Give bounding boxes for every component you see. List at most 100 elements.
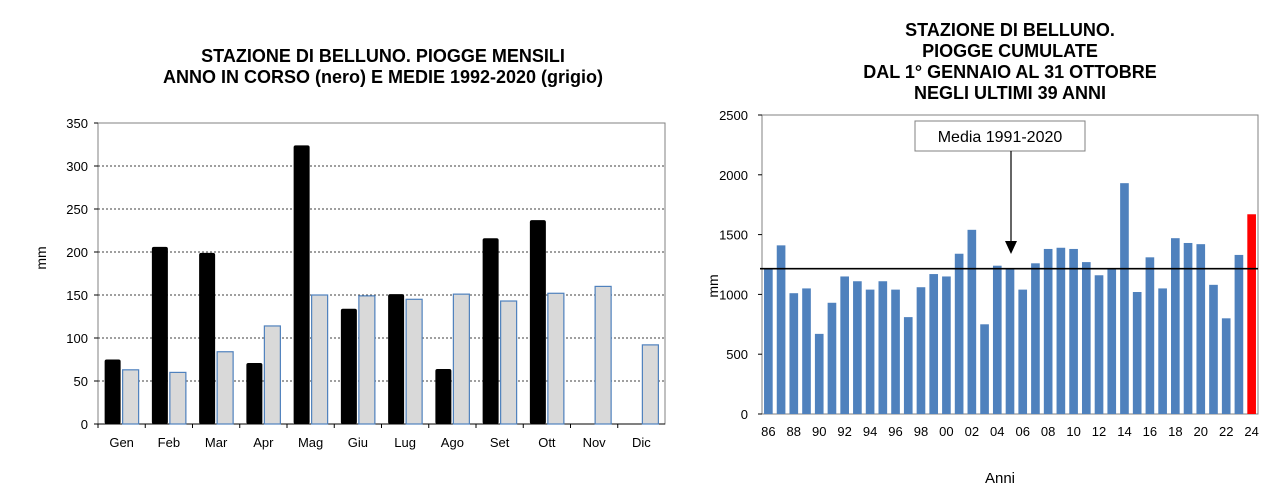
chart2-x-tick-label: 88 bbox=[787, 424, 801, 439]
chart1-bar-average bbox=[263, 325, 281, 425]
chart1-bar-average bbox=[405, 298, 423, 425]
chart2-bar-year bbox=[776, 245, 786, 414]
chart2-bar-year bbox=[1018, 289, 1028, 414]
chart2-bar-year bbox=[929, 274, 939, 414]
chart2-x-tick-label: 14 bbox=[1117, 424, 1131, 439]
chart2-x-tick-label: 24 bbox=[1244, 424, 1258, 439]
chart2-x-tick-label: 98 bbox=[914, 424, 928, 439]
chart2-annotation-box bbox=[914, 120, 1086, 152]
chart2-x-tick-label: 20 bbox=[1194, 424, 1208, 439]
chart2-bar-year bbox=[1209, 284, 1218, 414]
chart1-bar-average bbox=[122, 369, 140, 425]
chart1-y-tick-label: 0 bbox=[81, 417, 88, 432]
chart1-y-tick-label: 200 bbox=[66, 245, 88, 260]
chart2-title-line1: STAZIONE DI BELLUNO. bbox=[905, 20, 1115, 40]
chart2-x-tick-label: 90 bbox=[812, 424, 826, 439]
chart2-bar-year bbox=[980, 324, 989, 414]
chart1-plot: 0 50 100 150 200 250 300 350 Gen Feb Mar Apr Mag Giu L… bbox=[66, 116, 666, 450]
chart1-x-tick-label: Lug bbox=[394, 435, 416, 450]
chart2-bar-year bbox=[789, 293, 799, 414]
chart2-title-line3: DAL 1° GENNAIO AL 31 OTTOBRE bbox=[863, 62, 1157, 82]
chart2-x-tick-label: 18 bbox=[1168, 424, 1182, 439]
chart2-x-tick-label: 06 bbox=[1015, 424, 1029, 439]
chart2-bar-year bbox=[865, 289, 875, 414]
chart2-bar-year bbox=[814, 333, 824, 414]
chart2-y-tick-label: 500 bbox=[726, 347, 748, 362]
chart1-x-tick-label: Set bbox=[490, 435, 510, 450]
chart2-bar-year bbox=[967, 229, 977, 414]
chart2-bar-year bbox=[954, 253, 964, 414]
chart1-y-tick-label: 350 bbox=[66, 116, 88, 131]
chart2-x-tick-label: 22 bbox=[1219, 424, 1233, 439]
chart2-y-tick-label: 1000 bbox=[719, 287, 748, 302]
chart2-bar-year bbox=[1145, 257, 1155, 414]
chart2-x-tick-label: 02 bbox=[965, 424, 979, 439]
chart2-x-axis-label: Anni bbox=[984, 470, 1016, 487]
chart1-title-line1: STAZIONE DI BELLUNO. PIOGGE MENSILI bbox=[201, 46, 565, 66]
chart2-bar-year bbox=[1196, 244, 1206, 414]
chart2-bar-year bbox=[1081, 262, 1091, 414]
chart2-bar-year bbox=[1120, 183, 1129, 414]
chart2-bar-year bbox=[992, 265, 1002, 414]
chart2-x-tick-label: 92 bbox=[837, 424, 851, 439]
chart1-bar-average bbox=[500, 300, 518, 425]
chart1-y-tick-label: 300 bbox=[66, 159, 88, 174]
chart1-title-line2: ANNO IN CORSO (nero) E MEDIE 1992-2020 (… bbox=[162, 67, 604, 87]
chart2-x-tick-label: 96 bbox=[888, 424, 902, 439]
chart2-x-tick-label: 04 bbox=[990, 424, 1004, 439]
chart2-bar-year bbox=[942, 276, 951, 414]
chart2-bar-year bbox=[878, 281, 888, 414]
chart1-bar-current-year bbox=[104, 359, 121, 424]
chart1-bar-average bbox=[452, 293, 470, 425]
chart1-bar-average bbox=[547, 292, 565, 425]
chart1-bar-current-year bbox=[293, 145, 310, 425]
chart2-title: STAZIONE DI BELLUNO. PIOGGE CUMULATE DAL… bbox=[760, 20, 1260, 104]
chart2-title-line4: NEGLI ULTIMI 39 ANNI bbox=[913, 83, 1106, 103]
chart2-y-tick-label: 0 bbox=[741, 407, 748, 422]
chart1-y-tick-label: 50 bbox=[74, 374, 88, 389]
chart2-x-tick-label: 08 bbox=[1041, 424, 1055, 439]
chart2-x-tick-label: 86 bbox=[761, 424, 775, 439]
chart2-bar-year bbox=[1094, 275, 1104, 414]
chart2-bar-year bbox=[827, 302, 837, 414]
chart1-y-tick-label: 150 bbox=[66, 288, 88, 303]
chart1-x-tick-label: Mar bbox=[205, 435, 228, 450]
chart2-bar-year bbox=[1247, 214, 1256, 414]
chart2-bar-year bbox=[903, 317, 913, 414]
chart2-bar-year bbox=[1107, 268, 1117, 414]
chart1-bar-current-year bbox=[482, 238, 499, 424]
chart2-bar-year bbox=[916, 287, 926, 414]
chart1-bar-average bbox=[358, 295, 376, 425]
chart2-x-tick-label: 10 bbox=[1066, 424, 1080, 439]
chart1-title: STAZIONE DI BELLUNO. PIOGGE MENSILI ANNO… bbox=[100, 46, 666, 88]
chart2-bar-year bbox=[1171, 238, 1180, 414]
chart2-bar-year bbox=[1221, 318, 1231, 414]
chart2-x-tick-label: 94 bbox=[863, 424, 877, 439]
chart2-plot: 0 500 1000 1500 2000 2500 86 88 90 92 94 96 98 00 02 04… bbox=[719, 108, 1259, 439]
chart2-bar-year bbox=[1056, 247, 1066, 414]
chart2-y-tick-label: 1500 bbox=[719, 228, 748, 243]
chart1-bar-current-year bbox=[435, 368, 452, 424]
chart1-bar-average bbox=[216, 351, 234, 425]
chart2-bar-year bbox=[853, 281, 862, 414]
chart2-bar-year bbox=[1158, 288, 1167, 414]
chart1-bar-average bbox=[594, 285, 612, 425]
chart2-bar-year bbox=[840, 276, 849, 414]
chart1-bar-current-year bbox=[388, 294, 405, 424]
chart2-bar-year bbox=[1031, 263, 1040, 414]
chart2-x-tick-label: 16 bbox=[1143, 424, 1157, 439]
chart2-bar-year bbox=[1132, 292, 1142, 414]
chart1-bar-current-year bbox=[151, 246, 168, 424]
chart2-bar-year bbox=[764, 269, 773, 414]
chart1-bar-current-year bbox=[199, 252, 216, 424]
chart1-y-tick-label: 250 bbox=[66, 202, 88, 217]
chart1-x-tick-label: Gen bbox=[109, 435, 134, 450]
chart2-bar-year bbox=[1043, 248, 1053, 414]
chart1-x-tick-label: Giu bbox=[348, 435, 368, 450]
chart2-annotation-arrow-head bbox=[1005, 241, 1017, 254]
chart2-y-tick-label: 2000 bbox=[719, 168, 748, 183]
chart2-annotation-text: Media 1991-2020 bbox=[938, 129, 1063, 146]
chart2-bar-year bbox=[1069, 248, 1078, 414]
chart2-x-tick-label: 12 bbox=[1092, 424, 1106, 439]
chart1-bar-current-year bbox=[246, 362, 263, 424]
